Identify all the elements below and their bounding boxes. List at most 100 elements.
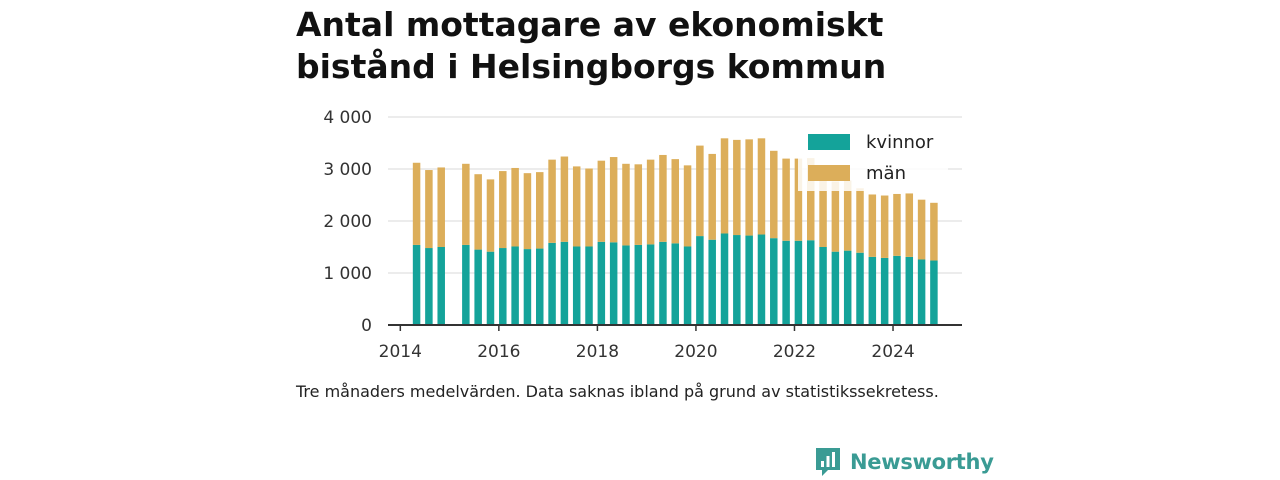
bar-man	[474, 174, 482, 250]
bar-kvinnor	[671, 243, 679, 325]
bar-man	[523, 173, 532, 250]
bar-man	[597, 160, 606, 242]
bar-man	[806, 158, 815, 241]
bar-kvinnor	[696, 236, 704, 325]
x-tick-label: 2018	[576, 342, 619, 362]
y-tick-label: 3 000	[323, 160, 372, 180]
bar-kvinnor	[499, 248, 507, 325]
bar-kvinnor	[659, 241, 667, 325]
bar-kvinnor	[609, 242, 618, 325]
chart-title: Antal mottagare av ekonomiskt bistånd i …	[296, 5, 887, 86]
bar-kvinnor	[597, 241, 606, 325]
x-tick-label: 2022	[773, 342, 816, 362]
bar-kvinnor	[683, 246, 692, 325]
legend-label: kvinnor	[866, 132, 934, 153]
bar-kvinnor	[646, 244, 655, 325]
newsworthy-brand[interactable]: Newsworthy	[814, 446, 994, 478]
bar-kvinnor	[720, 233, 729, 325]
bar-man	[930, 202, 938, 261]
bar-man	[794, 158, 803, 241]
bar-man	[893, 193, 901, 256]
bar-kvinnor	[560, 241, 569, 325]
bar-kvinnor	[634, 244, 643, 325]
bar-kvinnor	[745, 235, 753, 325]
chart-footnote: Tre månaders medelvärden. Data saknas ib…	[296, 382, 939, 401]
bar-man	[905, 193, 914, 257]
bar-kvinnor	[536, 248, 544, 325]
x-tick-label: 2024	[871, 342, 914, 362]
bar-kvinnor	[437, 247, 445, 325]
bar-kvinnor	[856, 252, 864, 325]
bar-kvinnor	[782, 240, 790, 325]
bar-man	[572, 166, 581, 247]
bar-kvinnor	[930, 260, 938, 325]
bar-man	[560, 156, 569, 242]
bar-man	[843, 180, 852, 251]
bar-man	[782, 158, 790, 241]
bar-kvinnor	[548, 242, 556, 325]
bar-man	[499, 171, 507, 249]
bar-man	[757, 138, 766, 235]
bar-kvinnor	[733, 235, 741, 325]
bar-man	[745, 139, 753, 236]
bar-kvinnor	[917, 259, 926, 325]
bar-man	[696, 145, 704, 237]
bar-man	[770, 150, 778, 239]
bar-kvinnor	[831, 251, 840, 325]
bar-kvinnor	[757, 234, 766, 325]
legend: kvinnor män	[798, 125, 948, 191]
bar-kvinnor	[425, 248, 433, 325]
bar-kvinnor	[622, 245, 630, 325]
y-tick-label: 4 000	[323, 108, 372, 128]
bar-man	[425, 170, 433, 249]
bar-man	[412, 162, 421, 245]
bar-man	[437, 167, 445, 247]
brand-name: Newsworthy	[850, 450, 994, 474]
bar-kvinnor	[474, 249, 482, 325]
y-tick-label: 1 000	[323, 264, 372, 284]
bar-man	[585, 168, 593, 247]
bar-man	[609, 157, 618, 243]
x-tick-label: 2016	[477, 342, 520, 362]
bar-man	[671, 159, 679, 244]
bar-kvinnor	[905, 256, 914, 325]
bar-man	[868, 194, 877, 257]
bar-kvinnor	[462, 244, 470, 325]
bar-man	[720, 138, 729, 234]
bar-kvinnor	[806, 240, 815, 325]
bar-kvinnor	[523, 249, 532, 325]
bar-kvinnor	[511, 246, 519, 325]
bar-man	[486, 179, 495, 252]
bar-man	[819, 172, 827, 247]
bar-man	[511, 167, 519, 247]
bar-man	[462, 163, 470, 245]
x-tick-label: 2014	[379, 342, 422, 362]
bar-man	[708, 153, 716, 240]
bar-kvinnor	[819, 247, 827, 325]
bars	[412, 138, 938, 325]
bar-kvinnor	[868, 256, 877, 325]
bar-man	[622, 163, 630, 246]
bar-kvinnor	[585, 246, 593, 325]
bar-kvinnor	[893, 255, 901, 325]
newsworthy-logo-icon	[816, 448, 840, 476]
bar-man	[634, 164, 643, 245]
bar-man	[536, 172, 544, 249]
bar-man	[880, 195, 889, 258]
bar-kvinnor	[412, 244, 421, 325]
bar-kvinnor	[708, 239, 716, 325]
bar-man	[683, 165, 692, 247]
y-tick-label: 2 000	[323, 212, 372, 232]
legend-swatch	[808, 134, 850, 150]
bar-man	[917, 199, 926, 260]
bar-man	[548, 159, 556, 243]
legend-label: män	[866, 163, 906, 184]
bar-kvinnor	[843, 250, 852, 325]
bar-man	[659, 154, 667, 242]
bar-kvinnor	[572, 246, 581, 325]
bar-kvinnor	[486, 251, 495, 325]
x-tick-label: 2020	[674, 342, 717, 362]
bar-man	[856, 188, 864, 253]
bar-man	[646, 159, 655, 245]
bar-man	[831, 181, 840, 252]
